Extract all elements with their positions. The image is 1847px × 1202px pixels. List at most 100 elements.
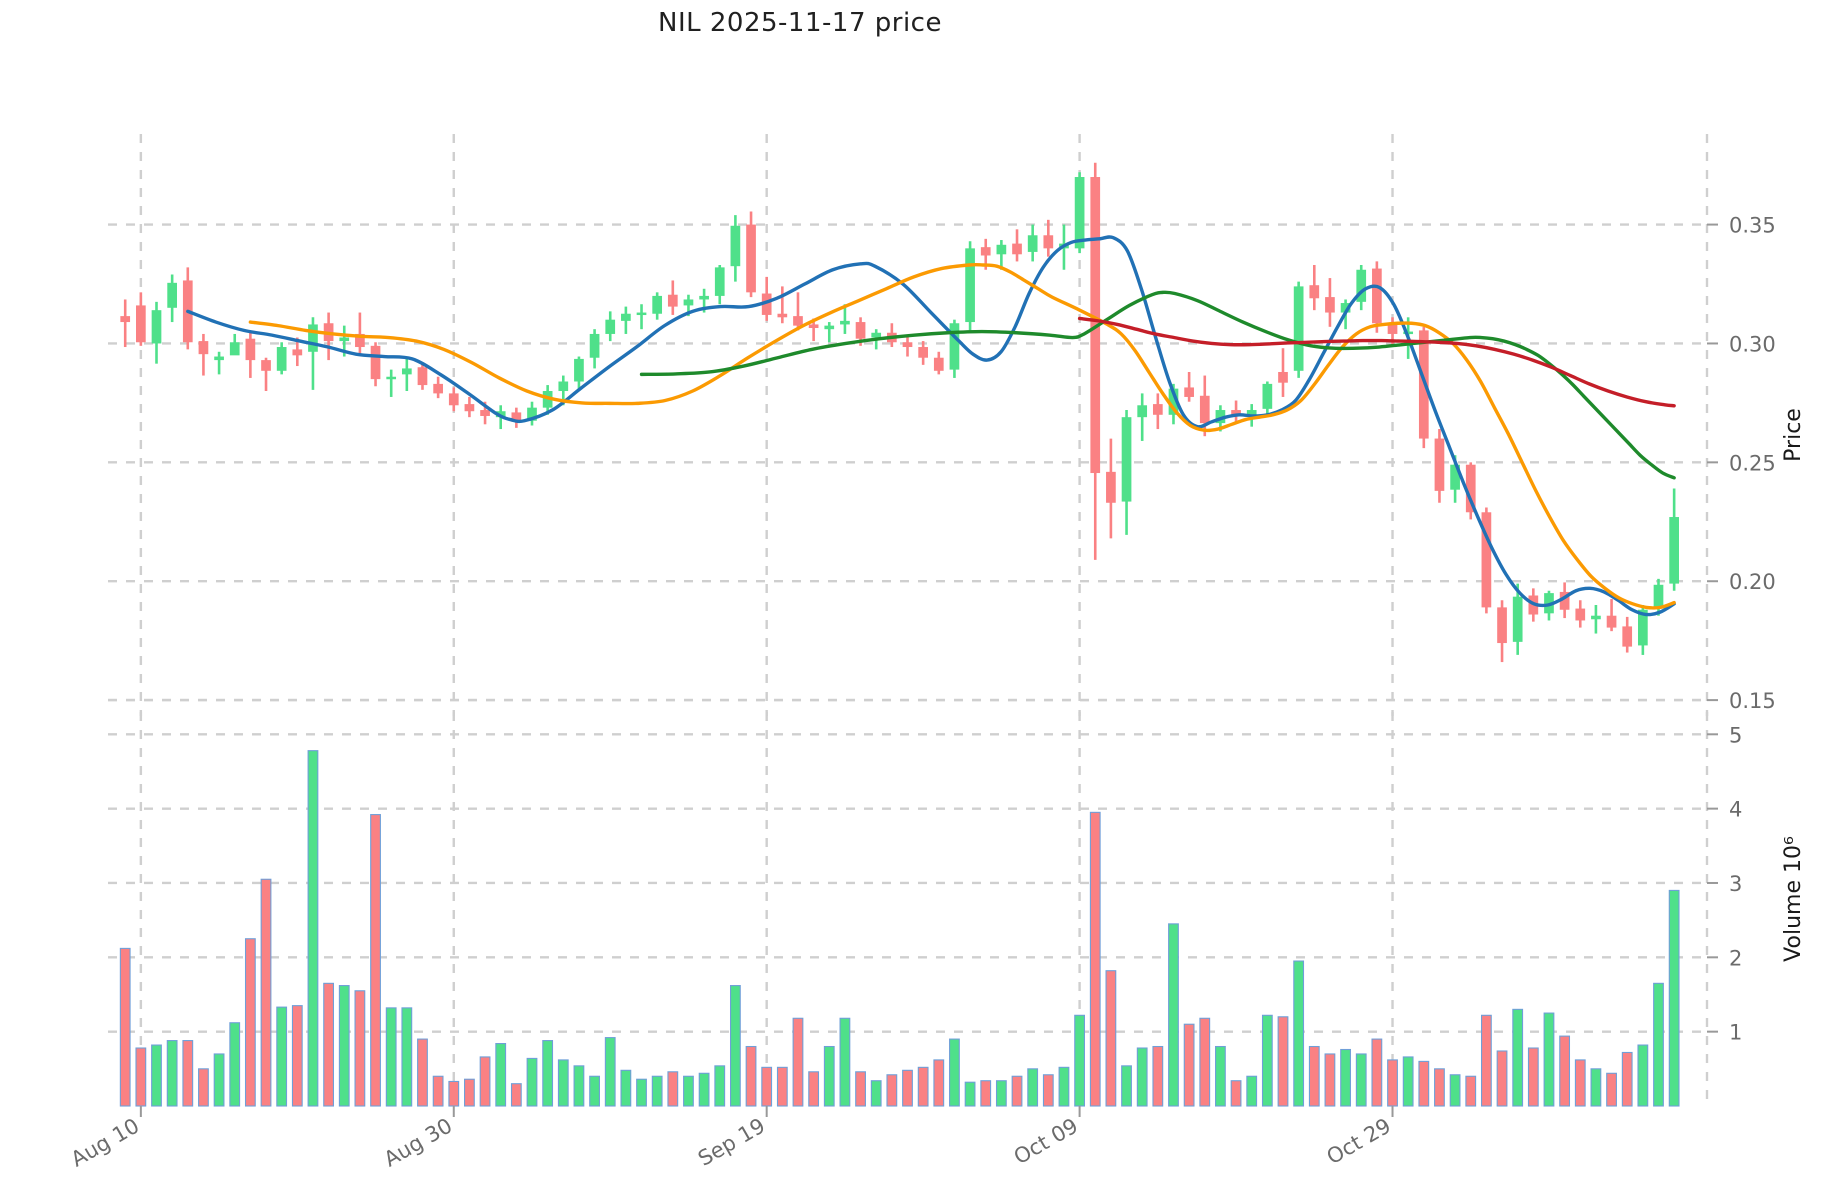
candle-body — [1653, 584, 1664, 609]
volume-bar — [1183, 1023, 1195, 1107]
volume-axis-ticks: 1 2 3 4 5 — [1707, 723, 1742, 1045]
volume-bar — [260, 878, 272, 1107]
candle-body — [824, 325, 835, 330]
candle-body — [1293, 286, 1304, 371]
volume-bar — [370, 814, 381, 1107]
volume-bar — [1559, 1035, 1571, 1107]
volume-bar — [1449, 1074, 1461, 1107]
volume-bar — [1246, 1075, 1258, 1107]
date-tick-label: Aug 30 — [380, 1114, 456, 1172]
volume-bar — [949, 1038, 960, 1107]
candle-body — [1669, 517, 1679, 584]
price-tick-label: 0.30 — [1729, 332, 1776, 356]
price-tick-label: 0.15 — [1729, 689, 1776, 713]
volume-bar — [323, 982, 335, 1107]
candle-body — [589, 333, 600, 358]
candle-body — [464, 404, 475, 412]
candle-body — [1137, 405, 1148, 418]
candle-body — [245, 338, 256, 361]
candle-body — [652, 295, 663, 314]
candle-body — [1387, 323, 1398, 334]
volume-bar — [1418, 1060, 1430, 1107]
candle-body — [871, 332, 882, 338]
volume-bar — [1215, 1045, 1226, 1107]
volume-bar — [385, 1007, 397, 1107]
candle-body — [527, 407, 537, 421]
volume-bar — [417, 1038, 428, 1107]
volume-bar — [1261, 1014, 1273, 1107]
volume-bar — [714, 1065, 726, 1107]
candle-body — [1606, 615, 1617, 628]
candle-body — [996, 244, 1007, 255]
volume-bar — [604, 1037, 616, 1107]
volume-bar — [823, 1045, 835, 1107]
volume-bar — [729, 985, 741, 1107]
volume-bar — [1042, 1074, 1054, 1107]
candle-body — [1262, 383, 1273, 409]
volume-bar — [1230, 1080, 1242, 1107]
volume-bar — [1105, 970, 1117, 1107]
volume-bar — [651, 1075, 663, 1107]
candle-body — [1199, 395, 1210, 424]
candle-body — [386, 376, 397, 380]
volume-bar — [1011, 1075, 1023, 1107]
candle-body — [1215, 410, 1226, 424]
volume-bar — [229, 1022, 241, 1107]
volume-bar — [1590, 1068, 1602, 1107]
volume-bar — [792, 1017, 804, 1107]
candle-body — [933, 357, 944, 371]
candle-body — [636, 312, 647, 316]
volume-bar — [464, 1078, 475, 1107]
candle-body — [761, 293, 772, 315]
candle-body — [355, 333, 365, 348]
volume-bar — [902, 1069, 913, 1107]
volume-bar — [510, 1083, 522, 1107]
candle-body — [1434, 438, 1445, 491]
candle-body — [1638, 609, 1648, 646]
volume-bar — [479, 1056, 491, 1107]
candle-body — [840, 320, 850, 325]
candle-body — [1043, 235, 1054, 249]
candle-body — [667, 294, 678, 307]
volume-bar — [1606, 1072, 1617, 1107]
candlestick-series — [120, 162, 1679, 663]
candle-body — [1168, 388, 1179, 415]
candle-body — [276, 347, 287, 371]
candle-body — [965, 248, 975, 323]
candle-body — [1012, 243, 1022, 255]
candle-body — [1575, 608, 1586, 621]
volume-bar — [495, 1043, 507, 1107]
volume-bar — [198, 1068, 209, 1107]
volume-bar — [761, 1066, 773, 1107]
candle-body — [855, 322, 866, 339]
candle-body — [1465, 464, 1476, 513]
candle-body — [1481, 512, 1492, 608]
ma-line-ma_longest_red — [1077, 316, 1676, 408]
volume-bar — [1371, 1038, 1383, 1107]
volume-tick-label: 2 — [1729, 946, 1742, 970]
chart-title: NIL 2025-11-17 price — [658, 8, 942, 38]
candle-body — [1450, 464, 1460, 490]
volume-bar — [1293, 960, 1305, 1107]
volume-bar — [1089, 811, 1101, 1107]
volume-bar — [1277, 1016, 1289, 1107]
candle-body — [1027, 235, 1038, 252]
candle-body — [308, 324, 318, 352]
candle-body — [746, 224, 756, 293]
candle-body — [229, 342, 240, 356]
volume-bar — [855, 1071, 866, 1107]
volume-bar — [1512, 1008, 1524, 1107]
volume-bar — [980, 1080, 992, 1107]
volume-axis-title: Volume 10⁶ — [1781, 836, 1806, 962]
candle-body — [1074, 177, 1085, 249]
price-tick-label: 0.35 — [1729, 214, 1776, 238]
volume-bar — [1058, 1066, 1070, 1107]
volume-bar — [182, 1040, 194, 1107]
candle-body — [511, 412, 522, 422]
candle-body — [1497, 607, 1507, 644]
volume-bar — [1387, 1059, 1398, 1107]
volume-bar — [1434, 1068, 1445, 1107]
volume-bar — [557, 1059, 569, 1107]
candle-body — [902, 342, 913, 348]
